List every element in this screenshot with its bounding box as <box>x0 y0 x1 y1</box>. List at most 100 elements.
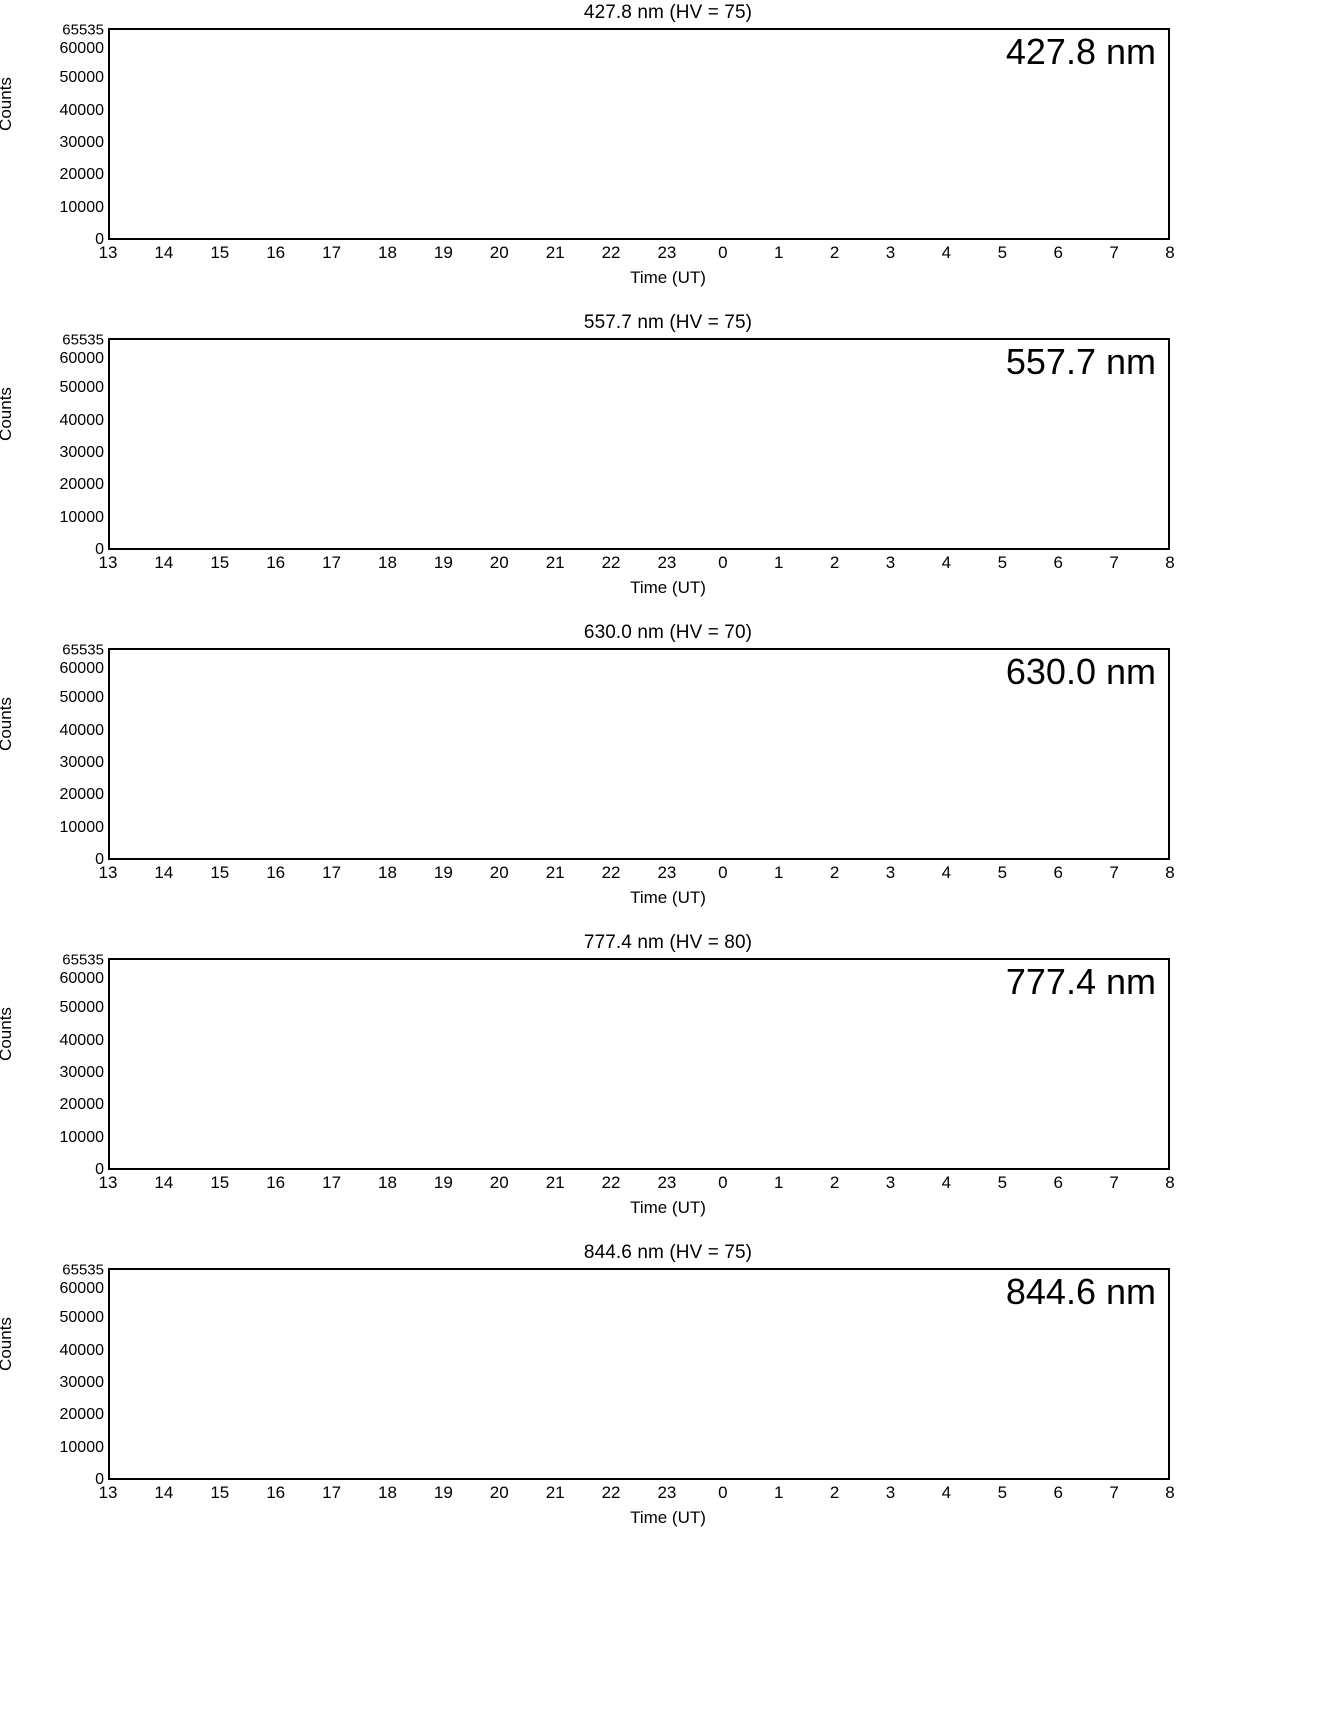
x-tick-label: 6 <box>1053 243 1063 262</box>
plot-area: 844.6 nm <box>108 1268 1170 1480</box>
x-tick-label: 4 <box>941 1173 952 1192</box>
x-tick-label: 8 <box>1165 1483 1175 1502</box>
x-tick-label: 18 <box>378 1173 397 1192</box>
x-tick-label: 16 <box>266 863 286 882</box>
x-tick-label: 17 <box>322 553 342 572</box>
x-tick-label: 22 <box>601 553 621 572</box>
y-tick-label: 30000 <box>59 1373 105 1391</box>
x-tick-label: 3 <box>885 553 896 572</box>
x-tick-label: 16 <box>266 1173 286 1192</box>
y-tick-label: 60000 <box>59 969 105 987</box>
x-tick-label: 14 <box>154 863 174 882</box>
x-tick-label: 23 <box>657 863 677 882</box>
x-tick-label: 21 <box>545 1483 565 1502</box>
x-tick-label: 13 <box>98 1173 118 1192</box>
panel-title: 557.7 nm (HV = 75) <box>583 312 753 333</box>
x-tick-label: 8 <box>1165 1173 1175 1192</box>
x-tick-label: 15 <box>210 1173 230 1192</box>
y-tick-label: 20000 <box>59 166 105 184</box>
x-tick-labels: 13 14 15 16 17 18 19 20 21 22 23 0 1 2 3 4 5 6 7 8 <box>99 863 1175 887</box>
panel-2: 630.0 nm (HV = 70) Counts 0 10000 20000 300… <box>0 620 1336 930</box>
panel-0: 427.8 nm (HV = 75) Counts 0 10000 20000 300… <box>0 0 1336 310</box>
y-tick-label: 50000 <box>59 1309 105 1327</box>
x-tick-label: 7 <box>1109 553 1119 572</box>
x-tick-labels: 13 14 15 16 17 18 19 20 21 22 23 0 1 2 3 4 5 6 7 8 <box>99 1173 1175 1197</box>
x-tick-label: 2 <box>829 863 840 882</box>
x-tick-label: 8 <box>1165 553 1175 572</box>
x-tick-label: 6 <box>1053 863 1063 882</box>
x-tick-label: 16 <box>266 1483 286 1502</box>
y-tick-label: 60000 <box>59 39 105 57</box>
panel-annotation: 557.7 nm <box>1005 341 1156 382</box>
panel-1: 557.7 nm (HV = 75) Counts 0 10000 20000 300… <box>0 310 1336 620</box>
x-axis-label: Time (UT) <box>630 578 706 597</box>
x-tick-label: 15 <box>210 553 230 572</box>
x-tick-label: 0 <box>718 863 728 882</box>
x-tick-label: 20 <box>489 1173 509 1192</box>
x-tick-label: 21 <box>545 863 565 882</box>
x-tick-label: 23 <box>657 1173 677 1192</box>
y-tick-label: 40000 <box>59 101 105 119</box>
plot-area: 427.8 nm <box>108 28 1170 240</box>
y-tick-label: 65535 <box>62 331 104 349</box>
x-tick-label: 7 <box>1109 243 1119 262</box>
x-tick-label: 5 <box>997 553 1008 572</box>
x-tick-label: 3 <box>885 243 896 262</box>
x-axis-label: Time (UT) <box>630 1198 706 1217</box>
x-tick-label: 13 <box>98 1483 118 1502</box>
x-tick-label: 5 <box>997 243 1008 262</box>
y-tick-labels: 0 10000 20000 30000 40000 50000 60000 65535 <box>0 952 105 1179</box>
x-tick-label: 16 <box>266 553 286 572</box>
y-tick-label: 65535 <box>62 951 104 969</box>
x-tick-label: 1 <box>774 1173 784 1192</box>
x-tick-label: 3 <box>885 1173 896 1192</box>
y-tick-label: 40000 <box>59 1341 105 1359</box>
x-tick-label: 2 <box>829 243 840 262</box>
panel-annotation: 630.0 nm <box>1005 651 1156 692</box>
x-tick-label: 23 <box>657 553 677 572</box>
x-tick-label: 20 <box>489 553 509 572</box>
y-tick-label: 30000 <box>59 443 105 461</box>
x-tick-labels: 13 14 15 16 17 18 19 20 21 22 23 0 1 2 3 4 5 6 7 8 <box>99 243 1175 267</box>
panel-3: 777.4 nm (HV = 80) Counts 0 10000 20000 300… <box>0 930 1336 1240</box>
x-tick-label: 19 <box>433 553 453 572</box>
x-tick-label: 22 <box>601 1173 621 1192</box>
panel-title: 427.8 nm (HV = 75) <box>583 2 753 23</box>
y-tick-label: 0 <box>95 541 104 558</box>
x-tick-label: 0 <box>718 1483 728 1502</box>
plot-area: 557.7 nm <box>108 338 1170 550</box>
x-tick-label: 21 <box>545 243 565 262</box>
y-tick-labels: 0 10000 20000 30000 40000 50000 60000 65535 <box>0 332 105 559</box>
x-tick-label: 0 <box>718 553 728 572</box>
y-tick-label: 30000 <box>59 133 105 151</box>
x-tick-label: 19 <box>433 243 453 262</box>
x-tick-label: 13 <box>98 553 118 572</box>
panel-title: 630.0 nm (HV = 70) <box>583 622 753 643</box>
panel-title: 844.6 nm (HV = 75) <box>583 1242 753 1263</box>
y-tick-label: 50000 <box>59 69 105 87</box>
x-tick-label: 19 <box>433 1483 453 1502</box>
x-tick-label: 17 <box>322 1173 342 1192</box>
x-axis-label: Time (UT) <box>630 1508 706 1527</box>
y-tick-labels: 0 10000 20000 30000 40000 50000 60000 65535 <box>0 1262 105 1489</box>
x-tick-label: 19 <box>433 863 453 882</box>
x-tick-label: 14 <box>154 1483 174 1502</box>
x-tick-label: 13 <box>98 243 118 262</box>
plot-area: 630.0 nm <box>108 648 1170 860</box>
x-tick-label: 4 <box>941 243 952 262</box>
y-tick-label: 10000 <box>59 198 105 216</box>
y-tick-labels: 0 10000 20000 30000 40000 50000 60000 65535 <box>0 642 105 869</box>
x-tick-label: 17 <box>322 1483 342 1502</box>
y-tick-label: 40000 <box>59 411 105 429</box>
x-tick-label: 18 <box>378 863 397 882</box>
y-tick-label: 50000 <box>59 999 105 1017</box>
x-tick-label: 20 <box>489 243 509 262</box>
x-tick-label: 22 <box>601 243 621 262</box>
y-tick-label: 65535 <box>62 641 104 659</box>
x-tick-labels: 13 14 15 16 17 18 19 20 21 22 23 0 1 2 3 4 5 6 7 8 <box>99 553 1175 577</box>
x-tick-label: 20 <box>489 1483 509 1502</box>
plot-frame <box>108 338 1170 550</box>
x-tick-label: 13 <box>98 863 118 882</box>
x-tick-label: 2 <box>829 1483 840 1502</box>
